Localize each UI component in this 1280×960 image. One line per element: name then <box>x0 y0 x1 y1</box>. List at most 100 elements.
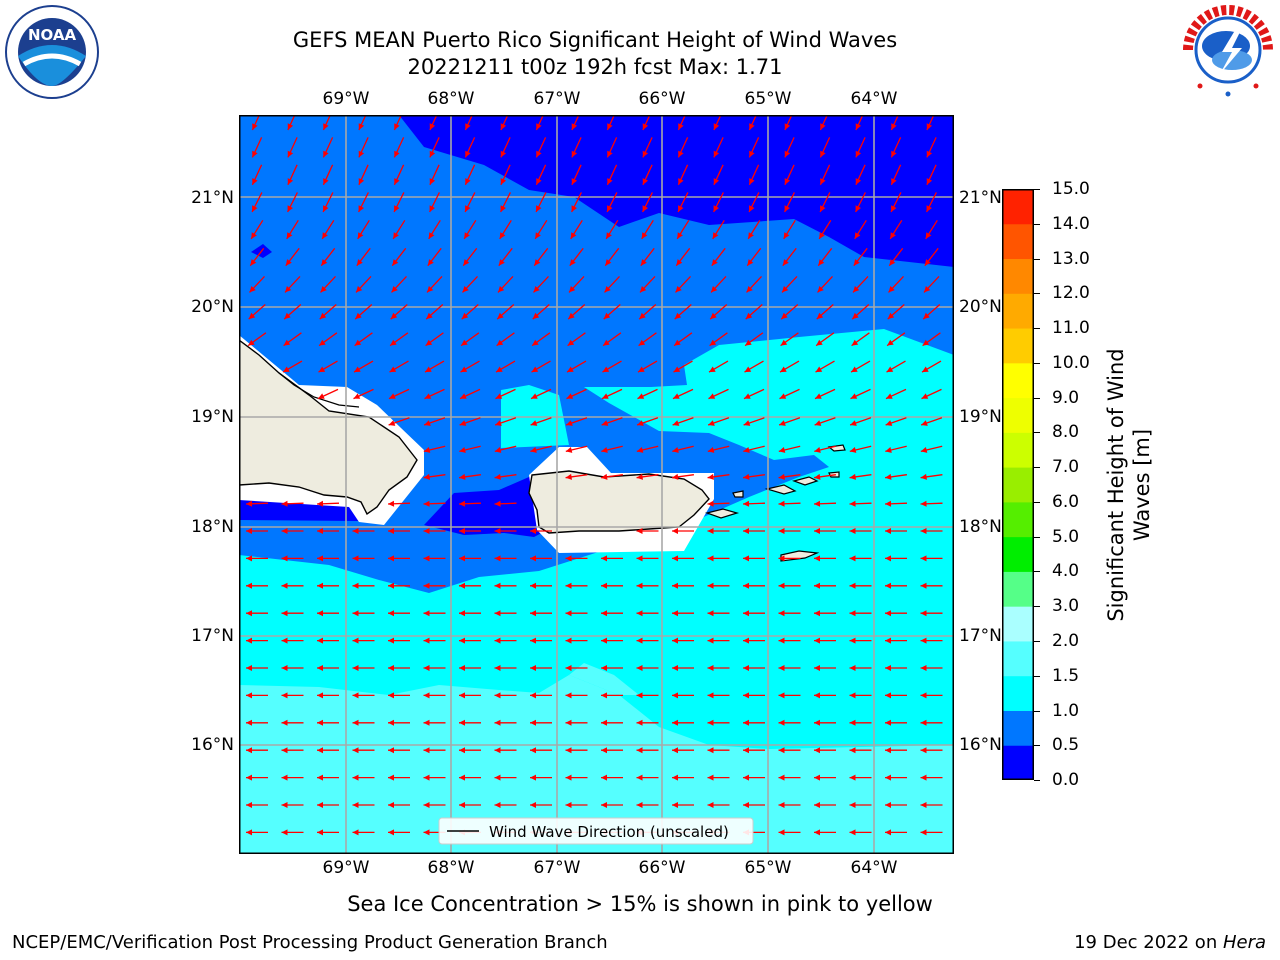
colorbar-tick-mark <box>1034 745 1040 747</box>
lon-tick-top-67w: 67°W <box>533 89 581 109</box>
wave-direction-arrowhead <box>565 473 572 480</box>
wave-direction-arrowhead <box>814 719 820 726</box>
wave-direction-arrowhead <box>465 150 471 158</box>
colorbar-segment <box>1002 397 1034 433</box>
wave-direction-arrowhead <box>352 637 359 644</box>
wave-direction-arrowhead <box>749 123 755 130</box>
colorbar-tick-label: 5.0 <box>1052 526 1080 547</box>
wave-direction-arrowhead <box>636 774 643 781</box>
wave-direction-arrowhead <box>778 747 785 754</box>
wave-direction-arrowhead <box>246 555 252 562</box>
wave-direction-arrowhead <box>531 366 539 373</box>
wave-direction-arrowhead <box>246 747 252 754</box>
wave-direction-arrowhead <box>672 665 678 671</box>
colorbar-segment <box>1002 640 1034 677</box>
wave-direction-arrowhead <box>743 665 749 671</box>
wave-direction-arrowhead <box>818 259 825 266</box>
wave-direction-arrowhead <box>423 692 430 699</box>
wave-direction-arrowhead <box>636 582 643 589</box>
wave-direction-arrowhead <box>281 747 288 754</box>
wave-direction-arrowhead <box>891 205 897 212</box>
wave-direction-arrowhead <box>891 150 897 158</box>
wave-direction-arrowhead <box>636 528 643 534</box>
wave-direction-arrowhead <box>885 747 891 754</box>
wave-direction-arrowhead <box>571 123 578 130</box>
colorbar-label: Significant Height of Wind Waves [m] <box>1103 335 1155 635</box>
colorbar-segment <box>1002 293 1034 329</box>
wave-direction-arrowhead <box>887 339 894 346</box>
wave-direction-arrowhead <box>281 610 288 617</box>
wave-direction-arrowhead <box>494 582 501 589</box>
wave-direction-arrowhead <box>920 500 927 507</box>
wave-direction-arrowhead <box>638 366 645 373</box>
wave-direction-arrowhead <box>459 473 466 480</box>
wave-direction-arrowhead <box>707 610 714 617</box>
wave-direction-arrowhead <box>855 205 861 212</box>
wave-direction-arrowhead <box>780 339 788 346</box>
wave-direction-arrowhead <box>533 286 540 293</box>
wave-direction-arrowhead <box>641 232 648 239</box>
wave-direction-arrowhead <box>885 829 891 836</box>
wave-height-map: Wind Wave Direction (unscaled) <box>239 115 954 854</box>
colorbar-segment <box>1002 189 1034 225</box>
wave-direction-arrowhead <box>530 528 536 534</box>
wave-direction-arrowhead <box>601 447 608 453</box>
wave-direction-arrowhead <box>672 802 678 808</box>
lat-tick-left-17n: 17°N <box>191 626 234 646</box>
wave-direction-arrowhead <box>601 719 607 726</box>
wave-direction-arrowhead <box>814 692 820 699</box>
wave-direction-arrowhead <box>887 312 895 320</box>
wave-direction-arrowhead <box>287 178 294 185</box>
wave-direction-arrowhead <box>246 829 252 836</box>
wave-direction-arrowhead <box>636 719 643 726</box>
wave-direction-arrowhead <box>672 747 678 754</box>
wave-direction-arrowhead <box>603 339 610 346</box>
wave-direction-arrowhead <box>743 719 749 726</box>
wave-direction-arrowhead <box>678 150 684 158</box>
wave-direction-arrowhead <box>923 312 930 320</box>
wave-direction-arrowhead <box>638 339 646 346</box>
wave-direction-arrowhead <box>246 528 252 534</box>
wave-direction-arrowhead <box>352 692 359 699</box>
wave-direction-arrowhead <box>886 366 894 373</box>
wave-direction-arrowhead <box>423 747 430 754</box>
wave-direction-arrowhead <box>601 420 609 426</box>
wave-direction-arrowhead <box>636 555 643 562</box>
lon-tick-bottom-69w: 69°W <box>322 858 370 878</box>
wave-direction-arrowhead <box>889 259 896 266</box>
wave-direction-arrowhead <box>888 286 895 293</box>
wave-direction-arrowhead <box>814 420 822 426</box>
map-gridlines <box>239 115 954 854</box>
wave-direction-arrowhead <box>601 692 607 699</box>
wave-direction-arrowhead <box>743 692 749 699</box>
wave-direction-arrowhead <box>815 393 822 399</box>
wave-direction-arrowhead <box>246 692 252 699</box>
wave-direction-arrowhead <box>743 473 750 480</box>
wave-direction-arrowhead <box>281 500 288 507</box>
wave-direction-arrowhead <box>601 747 607 754</box>
wave-direction-arrowhead <box>281 692 288 699</box>
wave-direction-arrowhead <box>390 312 398 320</box>
wave-direction-arrowhead <box>423 610 430 617</box>
wave-direction-arrowhead <box>424 420 431 426</box>
colorbar-tick-mark <box>1034 328 1040 330</box>
wave-direction-arrowhead <box>747 259 754 266</box>
wave-direction-arrowhead <box>708 393 716 399</box>
wave-direction-arrowhead <box>321 259 328 266</box>
wave-direction-arrowhead <box>494 802 501 808</box>
colorbar-tick-mark <box>1034 432 1040 434</box>
wave-direction-arrowhead <box>494 774 501 781</box>
colorbar-tick-label: 15.0 <box>1052 179 1090 199</box>
wave-direction-arrowhead <box>636 692 643 699</box>
wave-direction-arrowhead <box>713 123 720 130</box>
wave-direction-arrowhead <box>423 582 430 589</box>
wave-direction-arrowhead <box>852 312 859 320</box>
wave-direction-arrowhead <box>642 178 649 185</box>
wave-direction-arrowhead <box>465 178 471 185</box>
land-vi-1 <box>704 508 740 519</box>
wave-direction-arrowhead <box>459 719 465 726</box>
wave-direction-arrowhead <box>743 555 749 562</box>
colorbar-tick-label: 7.0 <box>1052 457 1080 478</box>
wave-direction-arrowhead <box>850 420 857 426</box>
lat-tick-left-21n: 21°N <box>191 188 234 208</box>
